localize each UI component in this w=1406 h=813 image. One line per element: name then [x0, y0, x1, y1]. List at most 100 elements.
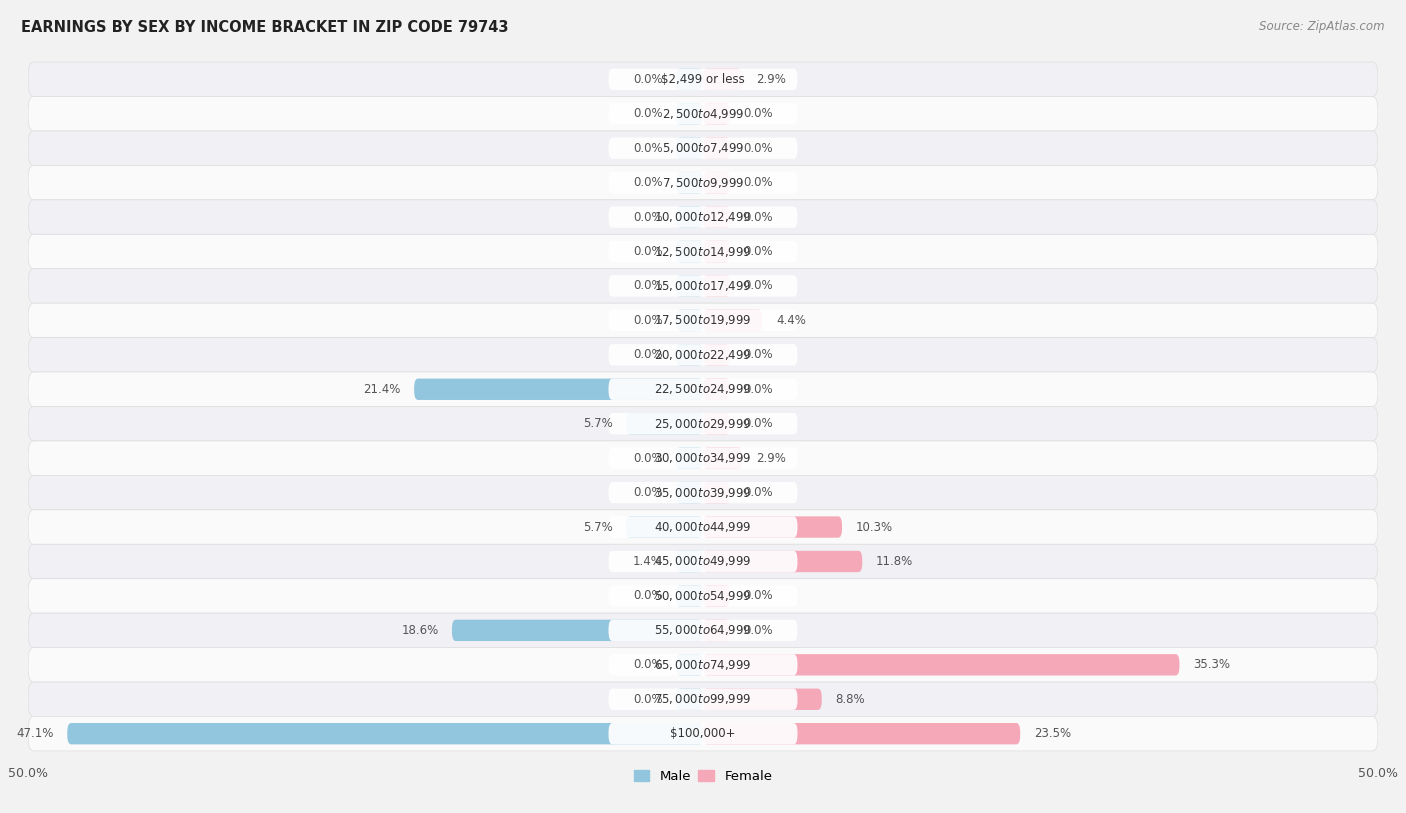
FancyBboxPatch shape	[28, 648, 1378, 682]
Text: 8.8%: 8.8%	[835, 693, 865, 706]
Text: 0.0%: 0.0%	[744, 176, 773, 189]
FancyBboxPatch shape	[28, 337, 1378, 372]
FancyBboxPatch shape	[626, 516, 703, 537]
Text: 2.9%: 2.9%	[755, 73, 786, 86]
Text: 0.0%: 0.0%	[633, 245, 662, 258]
Text: $75,000 to $99,999: $75,000 to $99,999	[654, 692, 752, 706]
FancyBboxPatch shape	[28, 682, 1378, 716]
Text: 0.0%: 0.0%	[744, 417, 773, 430]
FancyBboxPatch shape	[28, 544, 1378, 579]
Text: $25,000 to $29,999: $25,000 to $29,999	[654, 417, 752, 431]
Text: 0.0%: 0.0%	[744, 211, 773, 224]
FancyBboxPatch shape	[609, 620, 797, 641]
Text: $12,500 to $14,999: $12,500 to $14,999	[654, 245, 752, 259]
FancyBboxPatch shape	[609, 379, 797, 400]
Text: $55,000 to $64,999: $55,000 to $64,999	[654, 624, 752, 637]
FancyBboxPatch shape	[703, 379, 730, 400]
FancyBboxPatch shape	[609, 310, 797, 331]
FancyBboxPatch shape	[28, 131, 1378, 165]
Text: 5.7%: 5.7%	[583, 520, 613, 533]
FancyBboxPatch shape	[703, 620, 730, 641]
FancyBboxPatch shape	[703, 654, 1180, 676]
FancyBboxPatch shape	[703, 551, 862, 572]
FancyBboxPatch shape	[609, 482, 797, 503]
FancyBboxPatch shape	[28, 269, 1378, 303]
FancyBboxPatch shape	[703, 689, 821, 710]
FancyBboxPatch shape	[676, 551, 703, 572]
Text: $17,500 to $19,999: $17,500 to $19,999	[654, 313, 752, 328]
FancyBboxPatch shape	[28, 406, 1378, 441]
FancyBboxPatch shape	[609, 207, 797, 228]
Text: 47.1%: 47.1%	[17, 727, 53, 740]
Text: 0.0%: 0.0%	[633, 176, 662, 189]
FancyBboxPatch shape	[609, 516, 797, 537]
Text: 21.4%: 21.4%	[363, 383, 401, 396]
Text: $100,000+: $100,000+	[671, 727, 735, 740]
Text: 10.3%: 10.3%	[855, 520, 893, 533]
FancyBboxPatch shape	[703, 276, 730, 297]
Text: $10,000 to $12,499: $10,000 to $12,499	[654, 210, 752, 224]
Text: 0.0%: 0.0%	[744, 141, 773, 154]
FancyBboxPatch shape	[676, 241, 703, 262]
FancyBboxPatch shape	[28, 716, 1378, 751]
Text: 0.0%: 0.0%	[633, 141, 662, 154]
Text: 0.0%: 0.0%	[744, 348, 773, 361]
Text: 0.0%: 0.0%	[744, 589, 773, 602]
FancyBboxPatch shape	[676, 344, 703, 366]
Text: 0.0%: 0.0%	[744, 486, 773, 499]
Text: $40,000 to $44,999: $40,000 to $44,999	[654, 520, 752, 534]
Text: 0.0%: 0.0%	[744, 383, 773, 396]
FancyBboxPatch shape	[703, 413, 730, 434]
Text: 0.0%: 0.0%	[633, 107, 662, 120]
FancyBboxPatch shape	[676, 310, 703, 331]
Text: 0.0%: 0.0%	[633, 73, 662, 86]
FancyBboxPatch shape	[676, 482, 703, 503]
FancyBboxPatch shape	[609, 551, 797, 572]
FancyBboxPatch shape	[28, 234, 1378, 269]
FancyBboxPatch shape	[28, 97, 1378, 131]
FancyBboxPatch shape	[415, 379, 703, 400]
Text: 1.4%: 1.4%	[633, 555, 662, 568]
FancyBboxPatch shape	[703, 68, 742, 90]
Text: 0.0%: 0.0%	[744, 245, 773, 258]
Text: $2,499 or less: $2,499 or less	[661, 73, 745, 86]
Text: $20,000 to $22,499: $20,000 to $22,499	[654, 348, 752, 362]
FancyBboxPatch shape	[703, 723, 1021, 745]
Text: 18.6%: 18.6%	[401, 624, 439, 637]
FancyBboxPatch shape	[609, 689, 797, 710]
FancyBboxPatch shape	[28, 476, 1378, 510]
Text: 5.7%: 5.7%	[583, 417, 613, 430]
Text: $22,500 to $24,999: $22,500 to $24,999	[654, 382, 752, 396]
FancyBboxPatch shape	[676, 654, 703, 676]
FancyBboxPatch shape	[609, 276, 797, 297]
Text: $45,000 to $49,999: $45,000 to $49,999	[654, 554, 752, 568]
FancyBboxPatch shape	[28, 303, 1378, 337]
Text: $5,000 to $7,499: $5,000 to $7,499	[662, 141, 744, 155]
Text: $15,000 to $17,499: $15,000 to $17,499	[654, 279, 752, 293]
Text: $30,000 to $34,999: $30,000 to $34,999	[654, 451, 752, 465]
FancyBboxPatch shape	[28, 613, 1378, 648]
FancyBboxPatch shape	[609, 241, 797, 262]
FancyBboxPatch shape	[703, 516, 842, 537]
Text: Source: ZipAtlas.com: Source: ZipAtlas.com	[1260, 20, 1385, 33]
FancyBboxPatch shape	[609, 723, 797, 745]
Text: $50,000 to $54,999: $50,000 to $54,999	[654, 589, 752, 603]
FancyBboxPatch shape	[609, 172, 797, 193]
FancyBboxPatch shape	[609, 447, 797, 469]
Text: 0.0%: 0.0%	[633, 659, 662, 672]
FancyBboxPatch shape	[28, 372, 1378, 406]
FancyBboxPatch shape	[676, 172, 703, 193]
Text: 23.5%: 23.5%	[1033, 727, 1071, 740]
Text: 0.0%: 0.0%	[633, 693, 662, 706]
Text: EARNINGS BY SEX BY INCOME BRACKET IN ZIP CODE 79743: EARNINGS BY SEX BY INCOME BRACKET IN ZIP…	[21, 20, 509, 35]
Text: 0.0%: 0.0%	[633, 589, 662, 602]
Text: 0.0%: 0.0%	[633, 452, 662, 465]
FancyBboxPatch shape	[676, 447, 703, 469]
FancyBboxPatch shape	[676, 585, 703, 606]
FancyBboxPatch shape	[703, 103, 730, 124]
Text: 4.4%: 4.4%	[776, 314, 806, 327]
FancyBboxPatch shape	[703, 344, 730, 366]
FancyBboxPatch shape	[703, 447, 742, 469]
Text: $7,500 to $9,999: $7,500 to $9,999	[662, 176, 744, 189]
FancyBboxPatch shape	[703, 241, 730, 262]
